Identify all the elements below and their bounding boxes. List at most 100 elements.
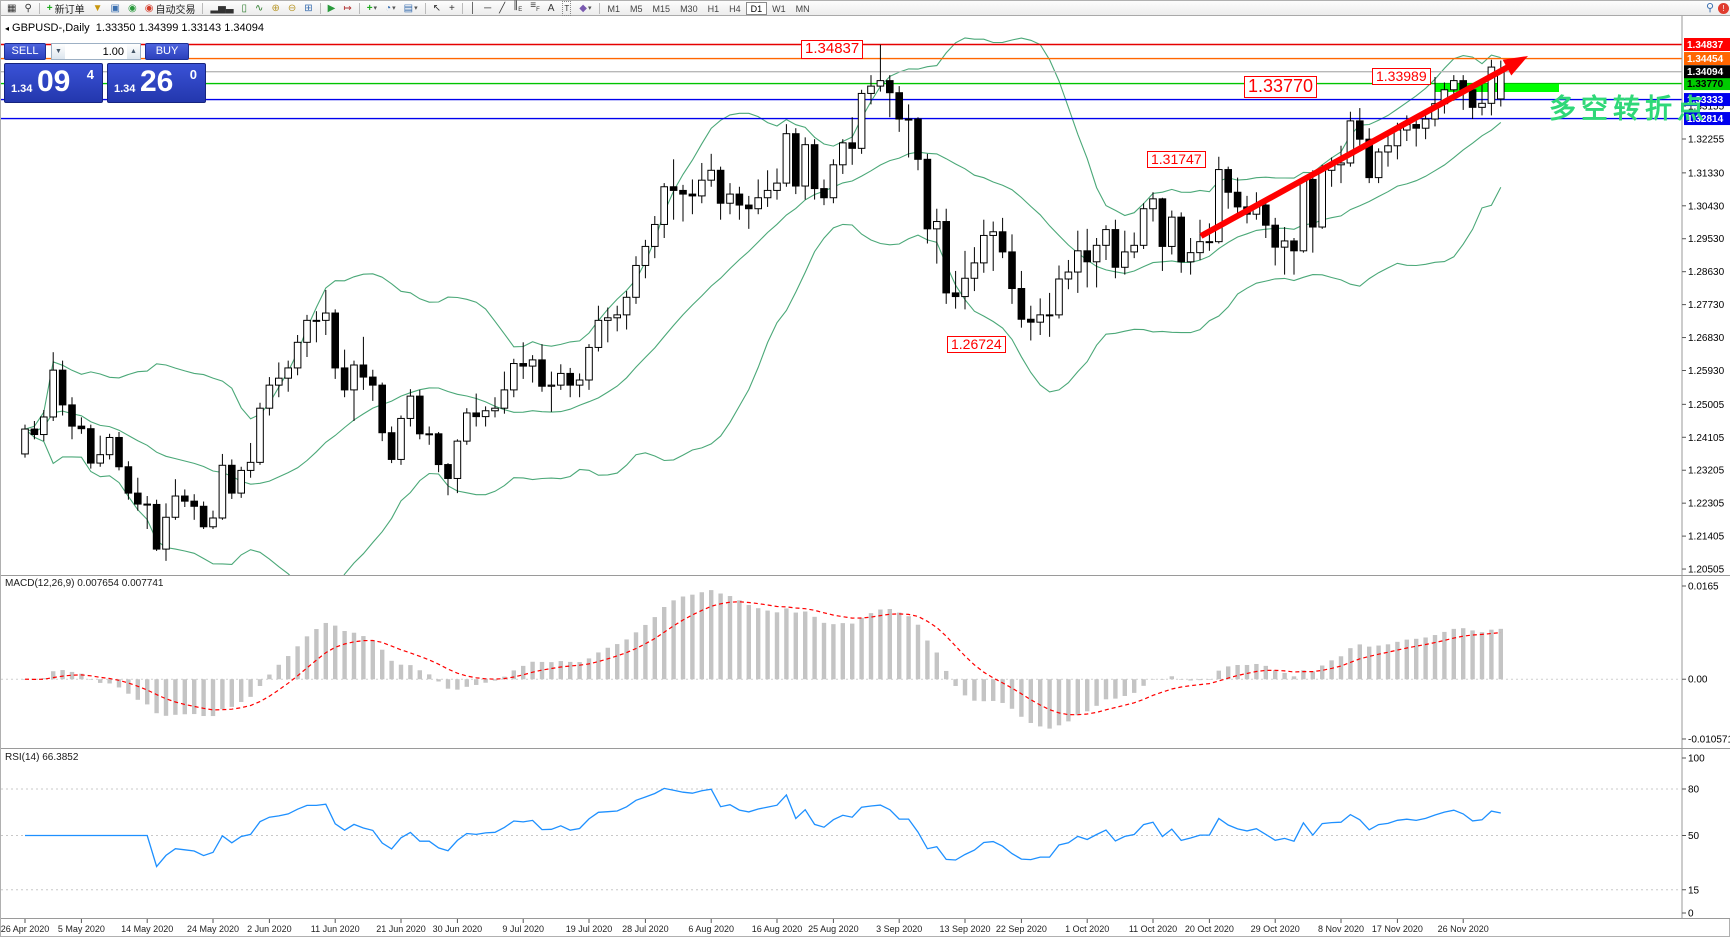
- macd-histogram-bar: [1273, 670, 1278, 680]
- macd-histogram-bar: [605, 647, 610, 680]
- candles: [21, 44, 1505, 561]
- fibonacci-icon: ≡F: [530, 0, 540, 13]
- market-watch-button[interactable]: ▼: [89, 2, 107, 15]
- auto-trading-button[interactable]: ◉ 自动交易: [141, 2, 200, 16]
- volume-decrease-button[interactable]: ▼: [52, 44, 65, 59]
- macd-histogram-bar: [756, 608, 761, 680]
- price-annotation-box[interactable]: 1.31747: [1147, 151, 1206, 169]
- level-price-badge: [1684, 52, 1730, 66]
- candle-body: [989, 231, 998, 236]
- periods-button[interactable]: ◔ ▾: [381, 2, 400, 15]
- zoom-in-button[interactable]: ⊕: [267, 2, 283, 15]
- sell-button[interactable]: SELL: [4, 43, 46, 60]
- collapse-arrow-icon[interactable]: ◂: [5, 24, 10, 33]
- macd-histogram-bar: [746, 605, 751, 680]
- macd-histogram-bar: [69, 671, 75, 680]
- bull-bear-turning-point-annotation[interactable]: 多空转折点: [1549, 94, 1709, 124]
- zoom-out-button[interactable]: ⊖: [284, 2, 300, 15]
- candle-body: [322, 312, 330, 321]
- line-chart-button[interactable]: ∿: [251, 2, 267, 15]
- candle-body: [754, 197, 763, 210]
- search-icon[interactable]: ⚲: [1705, 2, 1714, 14]
- price-annotation-box[interactable]: 1.34837: [801, 40, 864, 59]
- trendline-tool-button[interactable]: ╱: [495, 2, 509, 15]
- macd-histogram-bar: [568, 661, 573, 680]
- macd-histogram-bar: [445, 679, 451, 689]
- tab-d1[interactable]: D1: [745, 1, 768, 15]
- macd-histogram-bar: [380, 649, 385, 680]
- tile-windows-button[interactable]: ⊞: [300, 2, 316, 15]
- templates-button[interactable]: ▤ ▾: [400, 2, 422, 15]
- horizontal-line-icon: ─: [484, 2, 492, 14]
- tab-h1[interactable]: H1: [707, 3, 720, 14]
- tab-w1[interactable]: W1: [772, 3, 786, 14]
- macd-histogram-bar: [539, 661, 545, 680]
- profiles-button[interactable]: ⚲: [20, 2, 35, 15]
- volume-input[interactable]: [65, 45, 127, 58]
- level-price-badge-text: 1.33333: [1687, 95, 1724, 106]
- macd-histogram-bar: [60, 670, 65, 680]
- candle-body: [481, 410, 490, 418]
- toolbar-separator: [319, 2, 321, 14]
- macd-histogram-bar: [107, 679, 112, 684]
- volume-increase-button[interactable]: ▲: [127, 44, 140, 59]
- macd-histogram-bar: [286, 656, 291, 680]
- resistance-highlight-bar[interactable]: [1435, 84, 1559, 92]
- candle-body: [585, 346, 593, 381]
- text-tool-button[interactable]: A: [544, 2, 559, 15]
- macd-histogram-bar: [154, 679, 159, 714]
- tab-mn[interactable]: MN: [795, 3, 810, 14]
- candle-body: [387, 432, 396, 460]
- ask-quote-panel[interactable]: 1.34 26 0: [107, 63, 206, 103]
- time-axis-label: 26 Nov 2020: [1438, 924, 1489, 934]
- help-icon[interactable]: !: [1718, 3, 1729, 14]
- tab-m30[interactable]: M30: [680, 3, 698, 14]
- bar-chart-button[interactable]: ▂▅▃: [206, 2, 237, 15]
- arrows-tool-button[interactable]: ◆ ▾: [575, 2, 595, 15]
- candle-chart-button[interactable]: ▯: [238, 2, 252, 15]
- cursor-tool-button[interactable]: ↖: [429, 2, 445, 15]
- level-price-badge: [1684, 37, 1730, 51]
- text-label-tool-button[interactable]: T: [558, 0, 575, 16]
- tab-m5[interactable]: M5: [630, 3, 643, 14]
- new-order-button[interactable]: + 新订单: [43, 2, 89, 16]
- auto-scroll-button[interactable]: ▶: [324, 2, 340, 15]
- macd-histogram-bar: [1395, 641, 1400, 680]
- macd-histogram-bar: [276, 664, 281, 680]
- buy-button[interactable]: BUY: [145, 43, 189, 60]
- level-price-badge-text: 1.32814: [1687, 114, 1724, 125]
- channel-tool-button[interactable]: ∥E: [509, 0, 526, 15]
- macd-histogram-bar: [1038, 679, 1043, 727]
- candle-body: [848, 142, 857, 149]
- candle-body: [1139, 208, 1148, 246]
- price-annotation-box[interactable]: 1.33770: [1244, 76, 1318, 98]
- crosshair-tool-button[interactable]: +: [445, 2, 459, 15]
- profiles-icon: ⚲: [24, 2, 32, 14]
- candle-body: [679, 189, 687, 195]
- candle-body: [453, 440, 462, 479]
- bid-quote-panel[interactable]: 1.34 09 4: [4, 63, 103, 103]
- candle-body: [904, 118, 913, 121]
- chart-shift-button[interactable]: ↦: [339, 2, 355, 15]
- macd-histogram-bar: [1094, 679, 1099, 706]
- fibonacci-tool-button[interactable]: ≡F: [526, 0, 544, 15]
- rsi-axis-label: 0: [1688, 909, 1694, 920]
- tab-m15[interactable]: M15: [652, 3, 671, 14]
- macd-signal-line: [24, 601, 1501, 716]
- price-annotation-box[interactable]: 1.26724: [947, 336, 1006, 354]
- tab-m1[interactable]: M1: [607, 3, 621, 14]
- tab-h4[interactable]: H4: [729, 3, 741, 14]
- horizontal-line-tool-button[interactable]: ─: [480, 2, 495, 15]
- bid-price-prefix: 1.34: [11, 83, 33, 95]
- trend-arrow-line[interactable]: [1199, 60, 1518, 239]
- trend-arrow-head[interactable]: [1502, 56, 1528, 76]
- vertical-line-tool-button[interactable]: │: [466, 2, 480, 15]
- price-annotation-box[interactable]: 1.33989: [1372, 68, 1431, 86]
- new-chart-button[interactable]: ▦: [3, 2, 20, 15]
- ask-price-prefix: 1.34: [114, 83, 136, 95]
- indicators-button[interactable]: + ▾: [363, 2, 381, 15]
- candle-body: [1412, 124, 1421, 129]
- signals-button[interactable]: ◉: [124, 2, 141, 15]
- charts-button[interactable]: ▣: [107, 2, 124, 15]
